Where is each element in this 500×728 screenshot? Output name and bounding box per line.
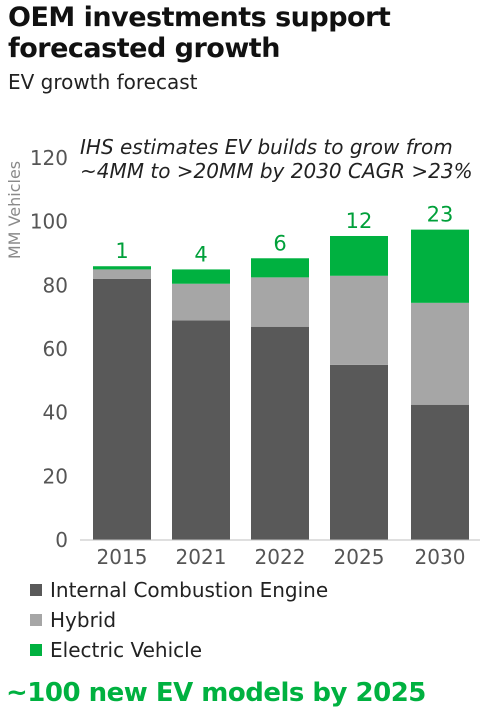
y-axis-ticks: 0 20 40 60 80 100 120 [30,146,68,552]
y-tick-label: 120 [30,146,68,170]
chart-annotation-line-1: IHS estimates EV builds to grow from [80,135,453,159]
y-tick-label: 0 [55,528,68,552]
x-tick-label: 2025 [334,545,385,569]
bar-segment-internal-combustion-engine-2025 [330,364,388,540]
data-labels: 1 4 6 12 23 [115,203,453,267]
legend-label-ev: Electric Vehicle [50,638,202,662]
bar-group [93,229,469,540]
x-tick-label: 2030 [415,545,466,569]
stacked-bar-chart: IHS estimates EV builds to grow from ~4M… [5,135,480,569]
legend-label-ice: Internal Combustion Engine [50,578,329,602]
x-axis-ticks: 2015 2021 2022 2025 2030 [80,539,480,569]
bar-segment-hybrid-2022 [251,277,309,327]
bar-segment-electric-vehicle-2022 [251,258,309,278]
y-tick-label: 80 [43,273,68,297]
y-axis-label: MM Vehicles [5,161,24,259]
legend-item-hybrid: Hybrid [30,605,328,635]
bar-segment-internal-combustion-engine-2015 [93,278,151,540]
bar-segment-internal-combustion-engine-2022 [251,326,309,540]
data-label-2030: 23 [427,203,454,227]
chart-legend: Internal Combustion Engine Hybrid Electr… [30,575,328,665]
data-label-2022: 6 [273,231,286,255]
y-tick-label: 60 [43,337,68,361]
legend-swatch-hybrid [30,614,42,626]
bar-segment-hybrid-2015 [93,269,151,279]
page-title: OEM investments support forecasted growt… [8,2,391,64]
y-tick-label: 100 [30,210,68,234]
footer-callout: ~100 new EV models by 2025 [6,678,426,708]
bar-segment-electric-vehicle-2025 [330,235,388,276]
bar-segment-electric-vehicle-2030 [411,229,469,303]
legend-item-ice: Internal Combustion Engine [30,575,328,605]
bar-segment-hybrid-2025 [330,275,388,365]
data-label-2025: 12 [346,209,373,233]
x-tick-label: 2015 [97,545,148,569]
legend-label-hybrid: Hybrid [50,608,117,632]
legend-item-ev: Electric Vehicle [30,635,328,665]
x-tick-label: 2021 [176,545,227,569]
page-subtitle: EV growth forecast [8,70,198,94]
data-label-2021: 4 [194,242,207,266]
legend-swatch-ev [30,644,42,656]
y-tick-label: 40 [43,401,68,425]
legend-swatch-ice [30,584,42,596]
bar-segment-internal-combustion-engine-2030 [411,404,469,540]
bar-segment-electric-vehicle-2015 [93,266,151,270]
chart-annotation-line-2: ~4MM to >20MM by 2030 CAGR >23% [80,159,473,183]
x-tick-label: 2022 [255,545,306,569]
bar-segment-hybrid-2030 [411,302,469,405]
data-label-2015: 1 [115,239,128,263]
bar-segment-hybrid-2021 [172,283,230,321]
bar-segment-internal-combustion-engine-2021 [172,320,230,540]
y-tick-label: 20 [43,464,68,488]
bar-segment-electric-vehicle-2021 [172,269,230,284]
